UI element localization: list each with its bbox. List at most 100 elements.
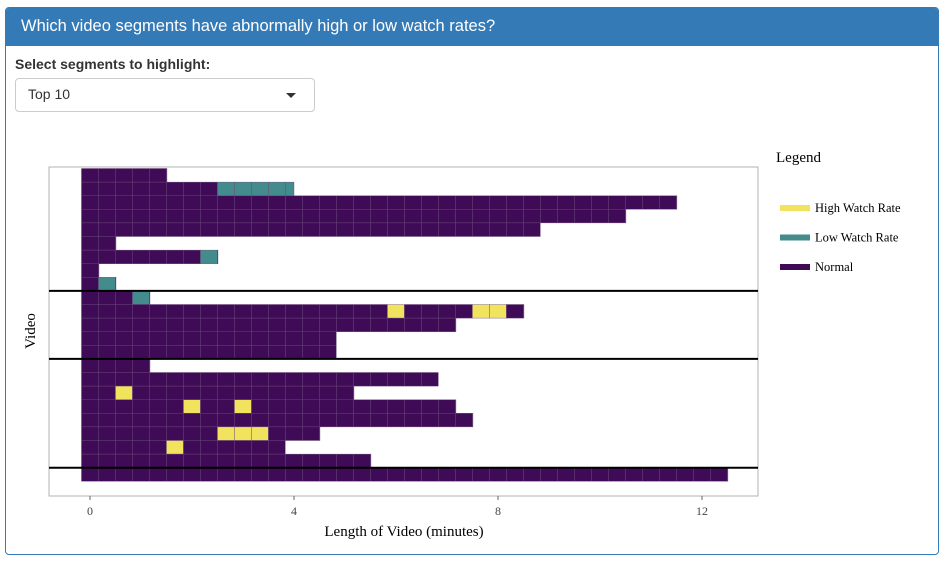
legend-title: Legend [776, 150, 821, 166]
normal-segment-cell [98, 399, 116, 414]
normal-segment-cell [81, 168, 99, 183]
low-segment-cell [268, 181, 286, 196]
normal-segment-cell [149, 467, 167, 482]
normal-segment-cell [98, 181, 116, 196]
normal-segment-cell [557, 195, 575, 210]
normal-segment-cell [319, 413, 337, 428]
normal-segment-cell [132, 222, 150, 237]
normal-segment-cell [81, 453, 99, 468]
normal-segment-cell [336, 195, 354, 210]
normal-segment-cell [149, 426, 167, 441]
normal-segment-cell [404, 467, 422, 482]
normal-segment-cell [81, 290, 99, 305]
normal-segment-cell [574, 209, 592, 224]
normal-segment-cell [200, 195, 218, 210]
select-label: Select segments to highlight: [15, 56, 211, 72]
normal-segment-cell [98, 304, 116, 319]
normal-segment-cell [98, 236, 116, 251]
segment-cells [81, 168, 729, 482]
normal-segment-cell [319, 195, 337, 210]
video-row [81, 209, 627, 224]
normal-segment-cell [285, 304, 303, 319]
normal-segment-cell [591, 467, 609, 482]
normal-segment-cell [234, 304, 252, 319]
normal-segment-cell [421, 222, 439, 237]
legend-label: Low Watch Rate [815, 231, 899, 245]
normal-segment-cell [115, 277, 117, 292]
normal-segment-cell [251, 440, 269, 455]
normal-segment-cell [387, 222, 405, 237]
video-row [81, 304, 525, 319]
normal-segment-cell [370, 209, 388, 224]
normal-segment-cell [115, 222, 133, 237]
normal-segment-cell [387, 195, 405, 210]
normal-segment-cell [404, 209, 422, 224]
normal-segment-cell [132, 345, 150, 360]
normal-segment-cell [302, 467, 320, 482]
normal-segment-cell [319, 385, 337, 400]
segment-select[interactable]: Top 10 [15, 78, 315, 112]
normal-segment-cell [149, 222, 167, 237]
normal-segment-cell [81, 440, 99, 455]
normal-segment-cell [506, 195, 524, 210]
normal-segment-cell [302, 426, 320, 441]
normal-segment-cell [149, 181, 167, 196]
x-axis: 0 4 8 12 [87, 496, 708, 518]
normal-segment-cell [98, 453, 116, 468]
normal-segment-cell [81, 277, 99, 292]
normal-segment-cell [608, 195, 626, 210]
normal-segment-cell [166, 317, 184, 332]
video-row [81, 372, 439, 387]
normal-segment-cell [523, 195, 541, 210]
normal-segment-cell [217, 195, 235, 210]
legend-swatch [780, 234, 810, 241]
normal-segment-cell [234, 331, 252, 346]
normal-segment-cell [81, 399, 99, 414]
normal-segment-cell [234, 440, 252, 455]
normal-segment-cell [523, 209, 541, 224]
normal-segment-cell [132, 304, 150, 319]
normal-segment-cell [336, 385, 354, 400]
normal-segment-cell [166, 331, 184, 346]
video-row [81, 236, 117, 251]
normal-segment-cell [268, 413, 286, 428]
normal-segment-cell [659, 195, 677, 210]
low-segment-cell [251, 181, 269, 196]
normal-segment-cell [625, 467, 643, 482]
video-row [81, 358, 151, 373]
normal-segment-cell [166, 467, 184, 482]
normal-segment-cell [115, 249, 133, 264]
normal-segment-cell [183, 467, 201, 482]
normal-segment-cell [268, 222, 286, 237]
video-row [81, 195, 678, 210]
normal-segment-cell [302, 385, 320, 400]
normal-segment-cell [370, 399, 388, 414]
normal-segment-cell [540, 209, 558, 224]
normal-segment-cell [183, 345, 201, 360]
normal-segment-cell [319, 345, 337, 360]
normal-segment-cell [81, 263, 99, 278]
normal-segment-cell [132, 399, 150, 414]
normal-segment-cell [234, 385, 252, 400]
normal-segment-cell [149, 331, 167, 346]
normal-segment-cell [472, 222, 490, 237]
normal-segment-cell [693, 467, 711, 482]
normal-segment-cell [353, 467, 371, 482]
normal-segment-cell [166, 372, 184, 387]
normal-segment-cell [472, 467, 490, 482]
high-segment-cell [251, 426, 269, 441]
normal-segment-cell [268, 304, 286, 319]
normal-segment-cell [132, 181, 150, 196]
normal-segment-cell [370, 413, 388, 428]
video-row [81, 413, 474, 428]
normal-segment-cell [217, 399, 235, 414]
normal-segment-cell [404, 413, 422, 428]
legend: High Watch Rate Low Watch Rate Normal [780, 201, 901, 274]
normal-segment-cell [217, 467, 235, 482]
low-segment-cell [217, 181, 235, 196]
normal-segment-cell [149, 413, 167, 428]
x-tick-label: 8 [495, 504, 501, 518]
video-row [81, 331, 337, 346]
chevron-down-icon[interactable] [286, 93, 296, 98]
normal-segment-cell [132, 209, 150, 224]
